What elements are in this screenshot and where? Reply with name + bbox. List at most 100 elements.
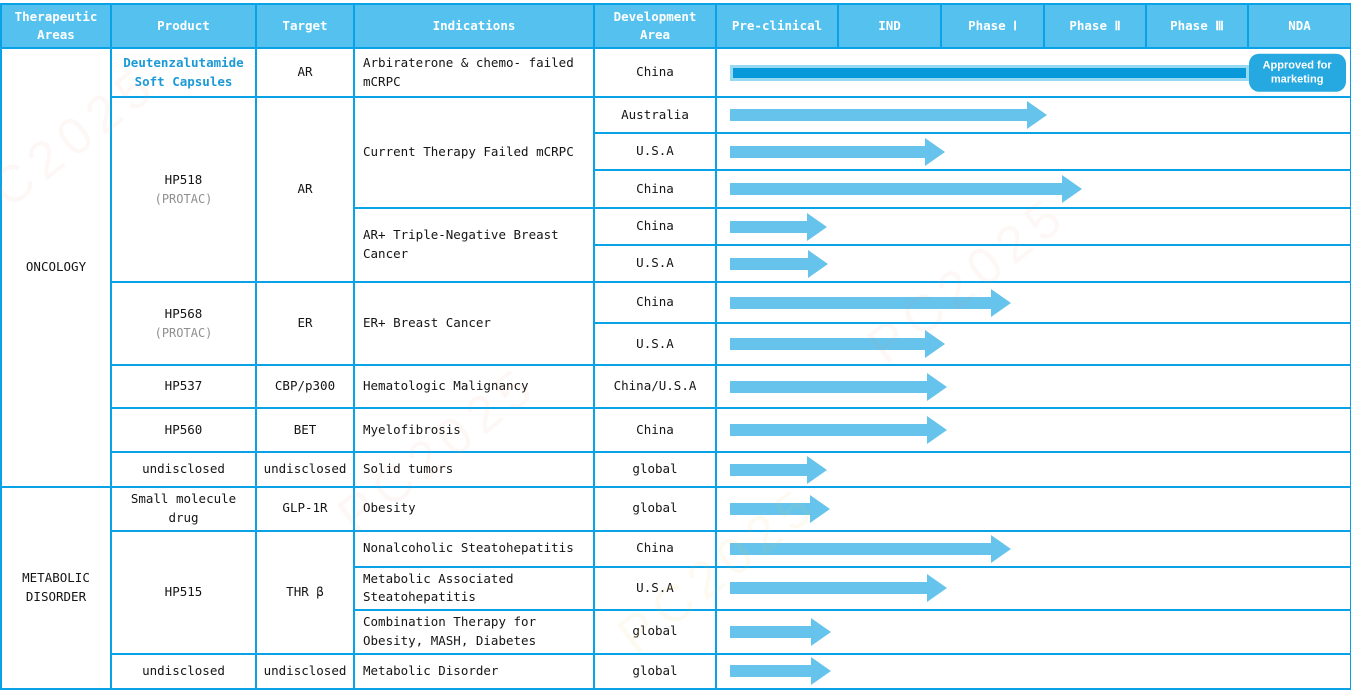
cell-target: AR xyxy=(255,96,355,283)
arrow-head-icon xyxy=(924,330,945,358)
cell-product: HP537 xyxy=(110,364,257,409)
cell-progress xyxy=(715,132,1351,171)
table-row: HP537 CBP/p300 Hematologic Malignancy Ch… xyxy=(1,364,1351,409)
cell-development-area: China xyxy=(593,407,717,453)
cell-target: undisclosed xyxy=(255,451,355,488)
cell-development-area: China xyxy=(593,281,717,324)
cell-development-area: global xyxy=(593,652,717,690)
cell-product[interactable]: Deutenzalutamide Soft Capsules xyxy=(110,47,257,98)
product-link[interactable]: Deutenzalutamide Soft Capsules xyxy=(123,54,244,89)
cell-indication: Arbiraterone & chemo- failed mCRPC xyxy=(353,47,595,98)
progress-arrow xyxy=(729,657,831,685)
progress-arrow xyxy=(729,330,945,358)
cell-product: HP518 (PROTAC) xyxy=(110,96,257,283)
cell-development-area: global xyxy=(593,609,717,655)
table-row: HP568 (PROTAC) ER ER+ Breast Cancer China xyxy=(1,281,1351,366)
cell-development-area: U.S.A xyxy=(593,132,717,171)
progress-bar-approved xyxy=(729,64,1250,81)
cell-indication: Metabolic Associated Steatohepatitis xyxy=(353,565,595,611)
progress-arrow xyxy=(729,455,828,484)
progress-arrow xyxy=(729,372,947,401)
cell-target: ER xyxy=(255,281,355,366)
header-phase-3: Phase Ⅲ xyxy=(1145,3,1249,49)
arrow-head-icon xyxy=(808,249,829,278)
cell-target: GLP-1R xyxy=(255,486,355,532)
table-row: AR+ Triple-Negative Breast Cancer China xyxy=(1,207,1351,283)
progress-arrow xyxy=(729,617,831,646)
arrow-head-icon xyxy=(926,416,947,444)
approved-for-marketing-badge: Approved for marketing xyxy=(1248,53,1346,92)
progress-arrow xyxy=(729,137,945,166)
cell-development-area: global xyxy=(593,451,717,488)
cell-progress xyxy=(715,486,1351,532)
progress-arrow xyxy=(729,494,831,523)
table-row: undisclosed undisclosed Solid tumors glo… xyxy=(1,451,1351,488)
progress-arrow xyxy=(729,288,1012,317)
product-subtype: (PROTAC) xyxy=(154,191,213,206)
header-therapeutic-areas: Therapeutic Areas xyxy=(0,3,112,49)
table-row: U.S.A xyxy=(1,132,1351,171)
header-nda: NDA xyxy=(1247,3,1351,49)
cell-indication: Hematologic Malignancy xyxy=(353,364,595,409)
cell-product: undisclosed xyxy=(110,652,257,690)
cell-indication: Combination Therapy for Obesity, MASH, D… xyxy=(353,609,595,655)
progress-arrow xyxy=(729,534,1012,563)
cell-progress xyxy=(715,529,1351,568)
table-row: Combination Therapy for Obesity, MASH, D… xyxy=(1,609,1351,655)
cell-progress xyxy=(715,96,1351,134)
cell-indication: AR+ Triple-Negative Breast Cancer xyxy=(353,207,595,283)
cell-progress xyxy=(715,451,1351,488)
arrow-head-icon xyxy=(807,455,828,484)
cell-progress xyxy=(715,207,1351,246)
header-phase-2: Phase Ⅱ xyxy=(1043,3,1147,49)
cell-indication: Solid tumors xyxy=(353,451,595,488)
cell-target: BET xyxy=(255,407,355,453)
table-row: undisclosed undisclosed Metabolic Disord… xyxy=(1,652,1351,690)
cell-development-area: Australia xyxy=(593,96,717,134)
cell-indication: ER+ Breast Cancer xyxy=(353,281,595,366)
cell-development-area: U.S.A xyxy=(593,322,717,366)
cell-progress xyxy=(715,281,1351,324)
section-oncology: ONCOLOGY xyxy=(0,47,112,488)
cell-development-area: China xyxy=(593,169,717,209)
arrow-head-icon xyxy=(1027,101,1048,129)
arrow-head-icon xyxy=(924,137,945,166)
table-row: Metabolic Associated Steatohepatitis U.S… xyxy=(1,565,1351,611)
header-indications: Indications xyxy=(353,3,595,49)
cell-indication: Current Therapy Failed mCRPC xyxy=(353,96,595,209)
cell-development-area: China xyxy=(593,529,717,568)
progress-arrow xyxy=(729,175,1083,203)
cell-indication: Metabolic Disorder xyxy=(353,652,595,690)
table-row: China xyxy=(1,169,1351,209)
cell-development-area: U.S.A xyxy=(593,565,717,611)
product-subtype: (PROTAC) xyxy=(154,325,213,340)
cell-product: HP560 xyxy=(110,407,257,453)
cell-progress xyxy=(715,322,1351,366)
table-row: HP515 THR β Nonalcoholic Steatohepatitis… xyxy=(1,529,1351,655)
table-row: U.S.A xyxy=(1,244,1351,283)
cell-development-area: global xyxy=(593,486,717,532)
arrow-head-icon xyxy=(1062,175,1083,203)
cell-progress: Approved for marketing xyxy=(715,47,1351,98)
arrow-head-icon xyxy=(991,288,1012,317)
header-target: Target xyxy=(255,3,355,49)
progress-arrow xyxy=(729,249,829,278)
cell-progress xyxy=(715,169,1351,209)
cell-development-area: China xyxy=(593,47,717,98)
arrow-head-icon xyxy=(991,534,1012,563)
arrow-head-icon xyxy=(926,372,947,401)
cell-target: CBP/p300 xyxy=(255,364,355,409)
section-metabolic-disorder: METABOLIC DISORDER xyxy=(0,486,112,690)
arrow-head-icon xyxy=(810,494,831,523)
cell-product: undisclosed xyxy=(110,451,257,488)
pipeline-table: Therapeutic Areas Product Target Indicat… xyxy=(0,3,1351,690)
pipeline-table-container: Therapeutic Areas Product Target Indicat… xyxy=(0,3,1351,690)
header-phase-1: Phase Ⅰ xyxy=(940,3,1045,49)
cell-development-area: U.S.A xyxy=(593,244,717,283)
cell-product: HP568 (PROTAC) xyxy=(110,281,257,366)
cell-product: HP515 xyxy=(110,529,257,655)
cell-target: undisclosed xyxy=(255,652,355,690)
arrow-head-icon xyxy=(810,617,831,646)
arrow-head-icon xyxy=(810,657,831,685)
table-row: ONCOLOGY Deutenzalutamide Soft Capsules … xyxy=(0,47,1351,488)
